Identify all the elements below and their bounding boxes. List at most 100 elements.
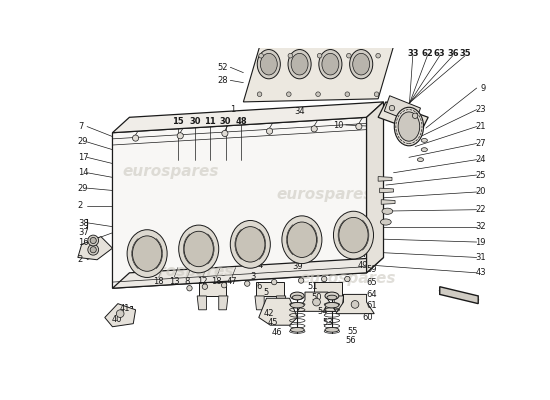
Text: eurospares: eurospares [276,187,372,202]
Ellipse shape [290,328,304,332]
Text: 37: 37 [78,228,89,237]
Text: 50: 50 [311,293,322,302]
Text: 65: 65 [366,278,377,286]
Text: 39: 39 [293,262,304,271]
Text: 5: 5 [264,288,269,297]
Text: 64: 64 [366,290,377,299]
Text: 43: 43 [475,268,486,277]
Ellipse shape [417,158,424,162]
Text: 7: 7 [78,122,83,131]
Ellipse shape [325,328,339,332]
Text: 6: 6 [256,282,261,291]
Text: 48: 48 [235,117,247,126]
Text: 30: 30 [220,117,232,126]
Circle shape [351,300,359,308]
Ellipse shape [421,148,427,152]
Circle shape [389,105,395,111]
Ellipse shape [288,50,311,79]
Ellipse shape [398,112,420,141]
Text: 2: 2 [78,201,83,210]
Ellipse shape [292,295,302,300]
Text: 4: 4 [258,261,263,270]
Polygon shape [112,102,383,133]
Circle shape [133,135,139,141]
Text: 17: 17 [78,153,89,162]
Text: 36: 36 [447,49,459,58]
Circle shape [322,276,327,282]
Text: 42: 42 [263,309,274,318]
Circle shape [257,92,262,96]
Ellipse shape [350,50,373,79]
Text: 60: 60 [363,313,373,322]
Text: 10: 10 [333,120,343,130]
Text: 32: 32 [475,222,486,231]
Text: 14: 14 [78,168,89,177]
Text: 18: 18 [153,277,164,286]
Text: 44: 44 [288,250,299,259]
Text: 31: 31 [475,253,486,262]
Text: 11: 11 [205,117,216,126]
Text: 12: 12 [197,277,208,286]
Ellipse shape [290,292,304,300]
Text: 47: 47 [227,277,237,286]
Ellipse shape [319,50,342,79]
Circle shape [245,281,250,286]
Ellipse shape [381,219,391,225]
Polygon shape [366,102,383,273]
Text: eurospares: eurospares [138,264,234,279]
Circle shape [88,235,98,246]
Text: 41: 41 [120,304,130,313]
Ellipse shape [382,208,393,214]
Text: 58: 58 [356,226,366,235]
Polygon shape [197,296,206,310]
Text: 34: 34 [294,107,305,116]
Text: 9: 9 [481,84,486,92]
Ellipse shape [322,53,339,75]
Text: 18: 18 [211,277,222,286]
Circle shape [345,276,350,282]
Circle shape [316,92,320,96]
Polygon shape [104,304,135,327]
Polygon shape [381,200,395,204]
Circle shape [412,113,418,118]
Ellipse shape [282,216,322,264]
Ellipse shape [260,53,277,75]
Ellipse shape [184,231,213,267]
Text: eurospares: eurospares [122,164,218,179]
Text: 49: 49 [358,261,368,270]
Circle shape [187,286,192,291]
Ellipse shape [333,211,373,259]
Ellipse shape [353,53,370,75]
Text: 57: 57 [358,250,368,259]
Text: 16: 16 [78,238,89,246]
Circle shape [259,53,263,58]
Polygon shape [379,188,394,193]
Circle shape [312,298,320,306]
Polygon shape [312,296,322,310]
Polygon shape [336,294,375,314]
Ellipse shape [290,302,304,308]
Circle shape [272,279,277,285]
Text: 25: 25 [475,170,486,180]
Ellipse shape [327,295,337,300]
Text: 54: 54 [317,307,328,316]
Text: 40: 40 [112,314,123,324]
Circle shape [374,92,379,96]
Ellipse shape [421,138,427,142]
Ellipse shape [394,107,424,146]
Text: 61: 61 [366,302,377,310]
Ellipse shape [325,302,339,308]
Ellipse shape [287,222,317,258]
Polygon shape [277,296,286,310]
Text: 29: 29 [78,184,89,193]
Polygon shape [243,41,395,102]
Polygon shape [334,296,343,310]
Text: 53: 53 [323,318,333,327]
Ellipse shape [179,225,219,273]
Circle shape [117,310,124,318]
Text: 1: 1 [230,105,236,114]
Polygon shape [78,237,112,260]
Polygon shape [378,176,392,181]
Text: 13: 13 [169,277,179,286]
Text: 46: 46 [271,328,282,338]
